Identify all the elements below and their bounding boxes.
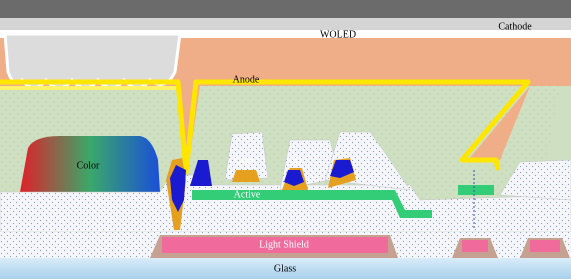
sd-label: S/D: [286, 156, 302, 167]
color-label: Color: [77, 160, 100, 171]
light-shield-label: Light Shield: [259, 239, 309, 250]
light-shield: [462, 240, 488, 252]
light-shield: [530, 240, 560, 252]
active-layer: [192, 190, 330, 200]
woled-label: WOLED: [320, 29, 356, 40]
gate-metal: [232, 170, 260, 182]
cathode-layer: [0, 18, 571, 30]
glass-label: Glass: [274, 263, 296, 274]
active-label: Active: [234, 189, 261, 200]
anode-label: Anode: [233, 74, 260, 85]
woled-cross-section: Cathode WOLED Anode Color Gate S/D Activ…: [0, 0, 571, 279]
gate-label: Gate: [235, 155, 254, 166]
top-layer: [0, 0, 571, 18]
cathode-label: Cathode: [498, 21, 532, 32]
active-right: [458, 185, 494, 195]
